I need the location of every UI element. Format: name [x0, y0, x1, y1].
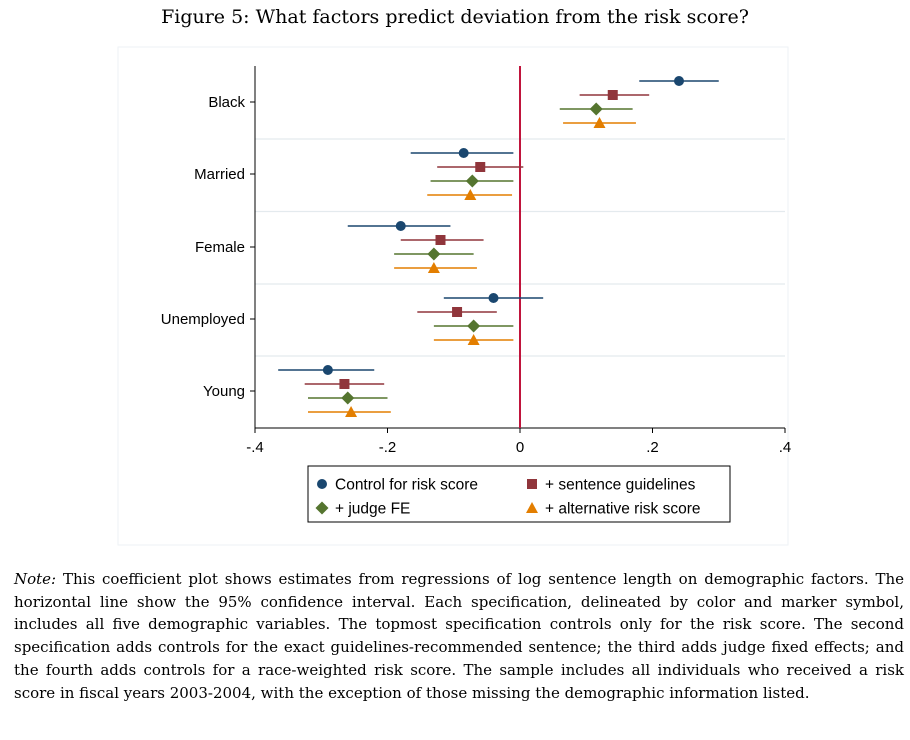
- legend-marker-triangle: [526, 502, 538, 513]
- point-circle: [674, 76, 684, 86]
- x-tick-label: .2: [646, 439, 659, 456]
- y-tick-label: Female: [195, 239, 245, 256]
- y-tick-label: Black: [208, 94, 245, 111]
- axes: Black Married Female Unemployed Young -.4 -.2 0…: [161, 66, 791, 456]
- point-diamond: [465, 174, 479, 188]
- note-text: This coefficient plot shows estimates fr…: [14, 570, 904, 702]
- legend-box: [307, 465, 731, 523]
- series-triangle: [308, 117, 636, 417]
- legend: Control for risk score + sentence guideli…: [307, 465, 731, 523]
- series-diamond: [308, 102, 633, 405]
- point-square: [607, 90, 618, 100]
- point-diamond: [427, 247, 441, 261]
- note-label: Note:: [14, 570, 57, 588]
- point-square: [435, 235, 446, 245]
- legend-marker-square: [527, 479, 537, 489]
- legend-label: Control for risk score: [335, 477, 478, 494]
- x-tick-label: -.2: [379, 439, 397, 456]
- legend-marker-circle: [317, 479, 327, 489]
- point-triangle: [427, 262, 440, 273]
- point-circle: [488, 293, 499, 303]
- point-circle: [395, 221, 406, 231]
- y-tick-label: Unemployed: [161, 311, 245, 328]
- point-square: [452, 307, 463, 317]
- y-tick-label: Married: [194, 166, 245, 183]
- legend-label: + judge FE: [335, 501, 410, 518]
- point-circle: [458, 148, 469, 158]
- y-tick-label: Young: [203, 383, 245, 400]
- point-square: [475, 162, 486, 172]
- point-square: [339, 379, 350, 389]
- point-triangle: [345, 406, 358, 417]
- figure-title: Figure 5: What factors predict deviation…: [161, 6, 749, 28]
- legend-label: + alternative risk score: [545, 501, 701, 518]
- data-series: [278, 76, 719, 417]
- coefficient-plot: Black Married Female Unemployed Young -.4 -.2 0…: [117, 46, 791, 546]
- point-circle: [322, 365, 333, 375]
- series-square: [304, 90, 650, 389]
- point-triangle: [593, 117, 606, 128]
- point-diamond: [467, 319, 481, 333]
- point-diamond: [589, 102, 603, 116]
- point-triangle: [464, 189, 477, 200]
- series-circle: [278, 76, 719, 375]
- x-tick-label: 0: [516, 439, 524, 456]
- figure-note: Note: This coefficient plot shows estima…: [14, 568, 904, 704]
- legend-label: + sentence guidelines: [545, 477, 696, 494]
- point-triangle: [467, 334, 480, 345]
- legend-marker-diamond: [315, 501, 329, 515]
- point-diamond: [341, 391, 355, 405]
- x-tick-label: .4: [779, 439, 792, 456]
- plot-background: [117, 46, 789, 546]
- x-tick-label: -.4: [246, 439, 264, 456]
